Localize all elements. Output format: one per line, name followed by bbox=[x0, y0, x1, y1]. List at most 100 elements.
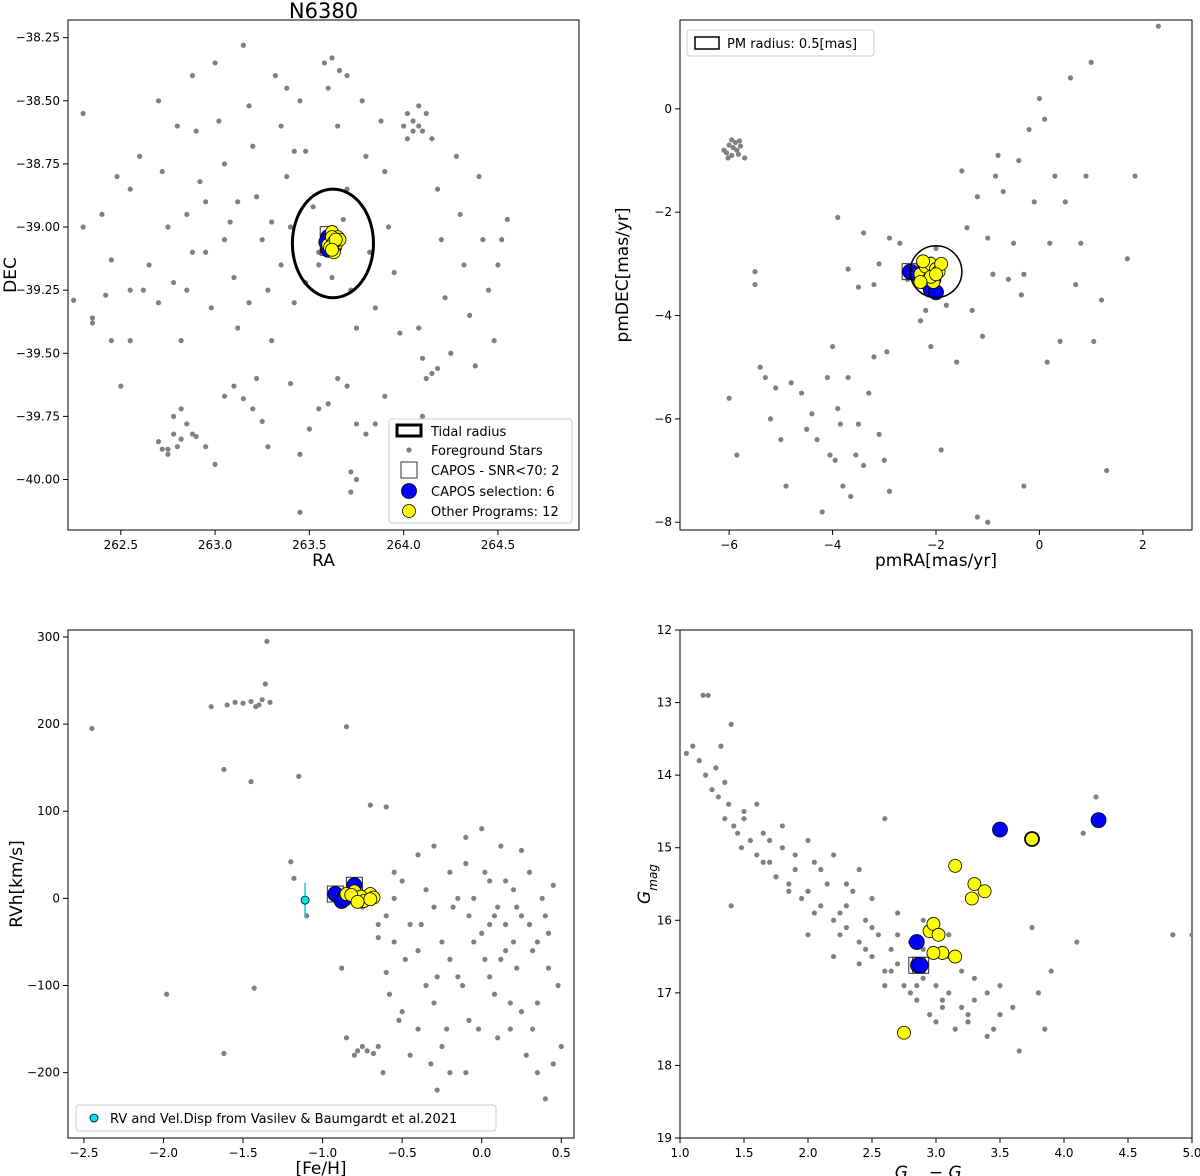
foreground-star-point bbox=[792, 852, 798, 858]
foreground-star-point bbox=[325, 85, 331, 91]
foreground-star-point bbox=[736, 138, 743, 144]
foreground-star-point bbox=[1155, 23, 1161, 29]
foreground-star-point bbox=[364, 1048, 370, 1054]
foreground-star-point bbox=[1021, 271, 1027, 277]
x-tick-label: −2.0 bbox=[149, 1146, 178, 1160]
foreground-star-point bbox=[240, 42, 246, 48]
foreground-star-point bbox=[974, 514, 980, 520]
foreground-star-point bbox=[339, 965, 345, 971]
foreground-star-point bbox=[272, 72, 279, 79]
x-tick-label: 263.0 bbox=[198, 538, 232, 552]
x-axis-label: pmRA[mas/yr] bbox=[875, 551, 997, 571]
foreground-star-point bbox=[114, 173, 120, 180]
foreground-star-point bbox=[1031, 199, 1037, 205]
foreground-star-point bbox=[853, 452, 859, 458]
foreground-star-point bbox=[265, 444, 271, 450]
foreground-star-point bbox=[353, 325, 360, 331]
foreground-star-point bbox=[502, 878, 509, 884]
foreground-star-point bbox=[1062, 199, 1068, 205]
foreground-star-point bbox=[325, 401, 331, 407]
other-program-point bbox=[931, 927, 946, 942]
foreground-star-point bbox=[831, 953, 837, 960]
foreground-star-point bbox=[731, 823, 737, 829]
foreground-star-point bbox=[843, 881, 850, 887]
foreground-star-point bbox=[184, 211, 190, 218]
foreground-star-point bbox=[340, 216, 346, 223]
foreground-star-point bbox=[786, 888, 792, 894]
foreground-star-point bbox=[767, 416, 774, 422]
foreground-star-point bbox=[818, 866, 824, 873]
foreground-star-point bbox=[729, 152, 735, 158]
foreground-star-point bbox=[499, 237, 505, 243]
foreground-star-point bbox=[146, 262, 152, 268]
foreground-star-point bbox=[475, 1026, 482, 1032]
foreground-star-point bbox=[383, 804, 389, 810]
foreground-star-point bbox=[482, 869, 488, 875]
foreground-star-point bbox=[203, 444, 209, 450]
foreground-star-point bbox=[170, 413, 177, 419]
y-tick-label: 19 bbox=[657, 1131, 672, 1145]
foreground-star-point bbox=[447, 869, 453, 875]
foreground-star-point bbox=[882, 968, 888, 974]
foreground-star-point bbox=[370, 1050, 377, 1057]
foreground-star-point bbox=[965, 1012, 971, 1018]
foreground-star-point bbox=[979, 333, 986, 339]
y-tick-label: −39.75 bbox=[16, 409, 60, 423]
foreground-star-point bbox=[504, 216, 510, 223]
legend-box bbox=[686, 29, 875, 57]
foreground-star-point bbox=[1029, 924, 1035, 931]
foreground-star-point bbox=[399, 1009, 405, 1015]
foreground-star-point bbox=[382, 393, 388, 399]
foreground-star-point bbox=[1074, 939, 1080, 945]
legend-entry: Foreground Stars bbox=[431, 444, 543, 459]
foreground-star-point bbox=[886, 235, 893, 241]
other-program-point bbox=[967, 877, 982, 891]
foreground-star-point bbox=[391, 869, 397, 875]
foreground-star-point bbox=[747, 837, 754, 844]
foreground-star-point bbox=[288, 859, 294, 865]
foreground-star-point bbox=[401, 123, 407, 129]
foreground-star-point bbox=[928, 343, 934, 350]
foreground-star-point bbox=[103, 292, 109, 298]
foreground-star-point bbox=[734, 147, 740, 153]
foreground-star-point bbox=[741, 816, 747, 822]
foreground-star-point bbox=[353, 476, 360, 483]
foreground-star-point bbox=[466, 1017, 472, 1023]
foreground-star-point bbox=[990, 271, 996, 277]
foreground-star-point bbox=[491, 913, 498, 919]
foreground-star-point bbox=[479, 826, 485, 832]
foreground-star-point bbox=[208, 305, 214, 311]
foreground-star-point bbox=[832, 457, 838, 463]
foreground-star-point bbox=[788, 380, 794, 386]
foreground-star-point bbox=[457, 211, 463, 218]
foreground-star-point bbox=[804, 426, 810, 432]
foreground-star-point bbox=[259, 237, 265, 243]
legend: PM radius: 0.5[mas] bbox=[686, 29, 875, 57]
foreground-star-point bbox=[463, 1070, 469, 1076]
foreground-star-point bbox=[265, 287, 271, 293]
foreground-star-point bbox=[378, 118, 384, 124]
foreground-star-point bbox=[259, 697, 265, 703]
foreground-star-point bbox=[165, 224, 171, 230]
foreground-star-point bbox=[189, 249, 196, 255]
foreground-star-point bbox=[287, 380, 294, 387]
other-program-point bbox=[948, 858, 963, 873]
foreground-star-point bbox=[253, 194, 260, 200]
foreground-star-point bbox=[882, 816, 888, 822]
foreground-star-point bbox=[472, 363, 478, 369]
foreground-star-point bbox=[526, 869, 533, 875]
other-program-point bbox=[350, 894, 365, 909]
y-tick-label: −38.75 bbox=[16, 157, 60, 171]
foreground-star-point bbox=[89, 725, 95, 732]
foreground-star-point bbox=[539, 895, 545, 901]
foreground-star-point bbox=[786, 881, 792, 887]
x-tick-label: −4 bbox=[824, 538, 842, 552]
foreground-star-point bbox=[1078, 240, 1084, 246]
x-axis-label: [Fe/H] bbox=[295, 1159, 346, 1176]
foreground-star-point bbox=[442, 295, 448, 301]
foreground-star-point bbox=[235, 325, 241, 331]
foreground-star-point bbox=[250, 143, 256, 149]
data-layer bbox=[89, 638, 564, 1119]
foreground-star-point bbox=[466, 913, 472, 919]
